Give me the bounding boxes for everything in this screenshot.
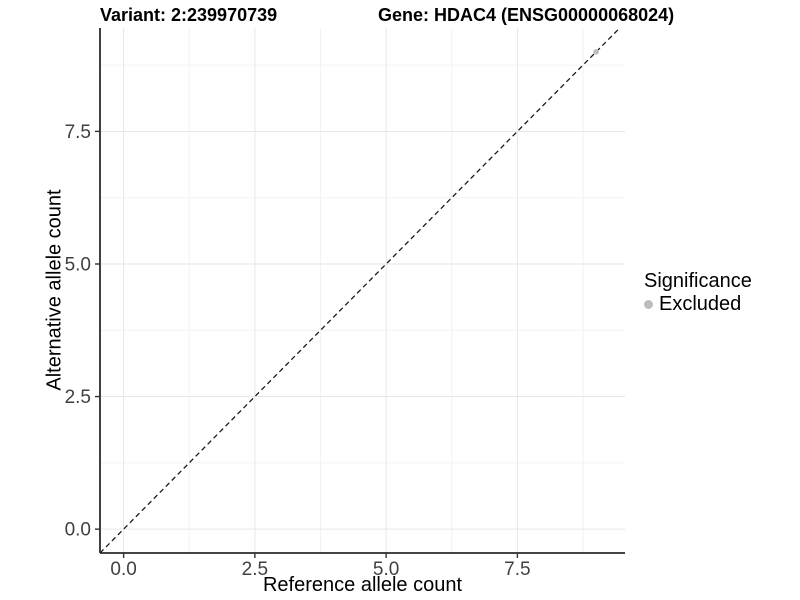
legend-point-swatch [644,299,653,309]
legend-title: Significance [644,270,752,292]
x-tick-label: 2.5 [242,559,268,580]
y-axis-title: Alternative allele count [43,189,66,391]
plot-title-variant: Variant: 2:239970739 [100,5,278,25]
legend-item-label: Excluded [659,293,742,315]
plot-title-gene: Gene: HDAC4 (ENSG00000068024) [378,5,675,25]
y-tick-label: 5.0 [65,254,91,275]
legend: Significance Excluded [644,269,752,315]
x-tick-label: 5.0 [373,559,399,580]
x-tick-label: 7.5 [504,559,530,580]
y-tick-label: 7.5 [65,122,91,143]
x-tick-label: 0.0 [110,559,136,580]
data-point-excluded [593,49,599,55]
y-tick-label: 2.5 [65,387,91,408]
identity-dashed-line [99,27,621,554]
x-axis-title: Reference allele count [262,574,462,596]
y-tick-label: 0.0 [65,520,91,541]
legend-items: Excluded [644,293,752,315]
legend-item: Excluded [644,293,752,315]
